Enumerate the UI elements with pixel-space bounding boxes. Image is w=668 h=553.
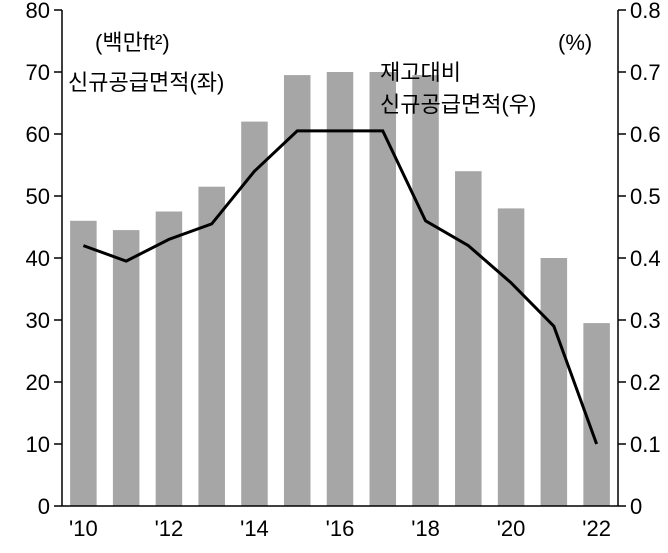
chart-svg: 0 10 20 30 40 50 60 70 80 0 0.1 0.2 0.3 0.4 0.5 0.6 0.7 0… bbox=[0, 0, 668, 553]
bar bbox=[156, 212, 183, 507]
y-tick-label-right: 0.5 bbox=[630, 184, 661, 209]
y-tick-label-right: 0.4 bbox=[630, 246, 661, 271]
bar bbox=[70, 221, 97, 506]
y-tick-label-right: 0.8 bbox=[630, 0, 661, 23]
y-tick-label-left: 50 bbox=[26, 184, 50, 209]
y-tick-label-left: 60 bbox=[26, 122, 50, 147]
y-tick-label-right: 0 bbox=[630, 494, 642, 519]
bar bbox=[113, 230, 140, 506]
bar bbox=[498, 208, 525, 506]
y-tick-label-left: 10 bbox=[26, 432, 50, 457]
right-unit-label: (%) bbox=[558, 30, 592, 55]
y-tick-label-right: 0.3 bbox=[630, 308, 661, 333]
bar bbox=[241, 122, 268, 506]
y-tick-label-left: 40 bbox=[26, 246, 50, 271]
bar bbox=[327, 72, 354, 506]
y-tick-label-right: 0.2 bbox=[630, 370, 661, 395]
x-tick-label: '18 bbox=[411, 516, 440, 541]
bar bbox=[370, 72, 397, 506]
line-series-label-1: 재고대비 bbox=[380, 60, 461, 85]
y-tick-label-left: 70 bbox=[26, 60, 50, 85]
y-tick-label-left: 0 bbox=[38, 494, 50, 519]
left-unit-label: (백만ft²) bbox=[95, 30, 170, 55]
x-tick-label: '16 bbox=[326, 516, 355, 541]
line-series-label-2: 신규공급면적(우) bbox=[380, 92, 536, 117]
chart-container: 0 10 20 30 40 50 60 70 80 0 0.1 0.2 0.3 0.4 0.5 0.6 0.7 0… bbox=[0, 0, 668, 553]
y-tick-label-left: 20 bbox=[26, 370, 50, 395]
bar bbox=[412, 75, 439, 506]
bar-series-label: 신규공급면적(좌) bbox=[68, 70, 224, 95]
x-tick-label: '22 bbox=[582, 516, 611, 541]
bar bbox=[455, 171, 482, 506]
bar bbox=[198, 187, 225, 506]
x-tick-label: '10 bbox=[69, 516, 98, 541]
y-tick-label-left: 80 bbox=[26, 0, 50, 23]
x-tick-label: '14 bbox=[240, 516, 269, 541]
bar bbox=[541, 258, 568, 506]
y-tick-label-left: 30 bbox=[26, 308, 50, 333]
y-tick-label-right: 0.1 bbox=[630, 432, 661, 457]
y-tick-label-right: 0.6 bbox=[630, 122, 661, 147]
x-tick-label: '12 bbox=[155, 516, 184, 541]
x-tick-label: '20 bbox=[497, 516, 526, 541]
y-tick-label-right: 0.7 bbox=[630, 60, 661, 85]
